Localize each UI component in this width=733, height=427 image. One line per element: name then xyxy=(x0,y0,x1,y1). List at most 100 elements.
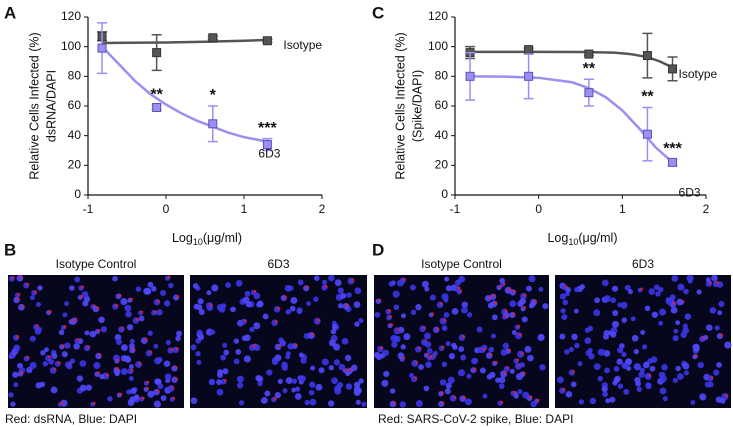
nucleus xyxy=(120,298,128,306)
red-signal xyxy=(141,396,145,400)
red-signal xyxy=(294,343,298,347)
panel-letter: A xyxy=(4,3,16,22)
nucleus xyxy=(345,383,353,390)
data-point xyxy=(208,119,218,129)
red-signal xyxy=(518,333,522,337)
nucleus xyxy=(281,364,288,371)
nucleus xyxy=(44,347,49,353)
red-signal xyxy=(95,306,99,310)
red-signal xyxy=(719,333,723,337)
significance: ** xyxy=(641,89,654,106)
red-signal xyxy=(149,350,153,354)
nucleus xyxy=(321,358,329,366)
nucleus xyxy=(511,330,517,335)
red-signal xyxy=(508,287,512,291)
nucleus xyxy=(612,310,619,317)
nucleus xyxy=(334,279,342,287)
data-point xyxy=(668,64,678,74)
y-tick-label: 100 xyxy=(428,39,448,53)
nucleus xyxy=(447,376,455,384)
nucleus xyxy=(574,342,580,349)
nucleus xyxy=(620,301,628,309)
nucleus xyxy=(662,396,668,402)
nucleus xyxy=(522,391,530,399)
nucleus xyxy=(616,358,623,365)
red-signal xyxy=(34,290,38,294)
nucleus xyxy=(697,361,704,369)
nucleus xyxy=(300,357,307,364)
nucleus xyxy=(62,312,68,318)
nucleus xyxy=(346,292,352,298)
data-point xyxy=(152,102,162,112)
red-signal xyxy=(529,395,533,399)
red-signal xyxy=(504,314,508,318)
nucleus xyxy=(262,313,269,320)
nucleus xyxy=(601,279,609,287)
nucleus xyxy=(211,284,219,292)
nucleus xyxy=(98,316,105,324)
x-title-sub: 10 xyxy=(568,237,578,247)
series-label: Isotype xyxy=(679,67,718,81)
nucleus xyxy=(444,388,451,395)
red-signal xyxy=(167,275,171,279)
nucleus xyxy=(42,361,49,367)
red-signal xyxy=(274,320,278,324)
nucleus xyxy=(114,371,120,377)
red-signal xyxy=(170,348,174,352)
nucleus xyxy=(621,317,628,323)
nucleus xyxy=(672,377,678,384)
nucleus xyxy=(285,351,291,356)
nucleus xyxy=(237,382,244,389)
nucleus xyxy=(309,381,316,388)
nucleus xyxy=(624,284,631,291)
data-point xyxy=(97,43,107,53)
nucleus xyxy=(683,370,690,376)
nucleus xyxy=(642,361,650,369)
nucleus xyxy=(423,332,431,340)
red-signal xyxy=(462,396,466,400)
nucleus xyxy=(295,386,301,392)
nucleus xyxy=(673,328,679,334)
nucleus xyxy=(81,291,89,298)
red-signal xyxy=(324,285,328,289)
nucleus xyxy=(559,293,567,300)
nucleus xyxy=(120,368,128,375)
red-signal xyxy=(63,325,67,329)
micrograph xyxy=(373,275,549,408)
nucleus xyxy=(73,343,80,350)
nucleus xyxy=(337,287,344,294)
micrograph xyxy=(190,274,367,408)
nucleus xyxy=(334,384,342,392)
x-tick-label: 2 xyxy=(319,202,326,216)
nucleus xyxy=(597,348,605,356)
nucleus xyxy=(233,338,240,344)
nucleus xyxy=(675,320,681,326)
nucleus xyxy=(331,377,338,385)
red-signal xyxy=(520,351,524,355)
nucleus xyxy=(151,286,157,292)
nucleus xyxy=(192,283,199,289)
nucleus xyxy=(561,313,568,321)
nucleus xyxy=(639,367,645,373)
nucleus xyxy=(328,364,334,371)
red-signal xyxy=(252,345,256,349)
nucleus xyxy=(358,317,364,324)
red-signal xyxy=(506,366,510,370)
nucleus xyxy=(559,333,566,340)
red-signal xyxy=(453,395,457,399)
nucleus xyxy=(622,362,629,369)
nucleus xyxy=(26,366,33,374)
nucleus xyxy=(724,341,732,349)
nucleus xyxy=(330,328,337,335)
y-tick-label: 20 xyxy=(435,158,449,172)
nucleus xyxy=(310,365,316,371)
nucleus xyxy=(82,300,89,307)
nucleus xyxy=(560,308,566,314)
nucleus xyxy=(713,369,720,376)
significance: *** xyxy=(663,141,682,158)
nucleus xyxy=(260,396,268,404)
nucleus xyxy=(17,362,23,369)
nucleus xyxy=(353,301,361,308)
nucleus xyxy=(282,388,288,394)
red-signal xyxy=(523,306,527,310)
